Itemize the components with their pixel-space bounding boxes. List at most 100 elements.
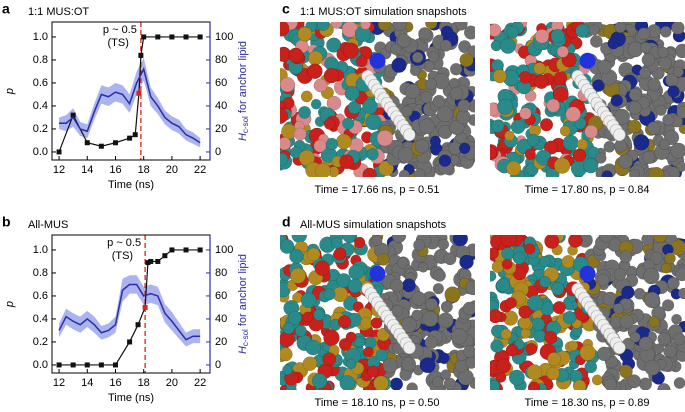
- atom: [598, 235, 614, 243]
- x-tick-label: 12: [53, 164, 65, 176]
- atom: [653, 343, 665, 355]
- atom: [627, 119, 642, 134]
- x-tick-label: 20: [166, 377, 178, 389]
- atom: [280, 152, 289, 166]
- atom: [326, 95, 342, 111]
- atom: [443, 252, 457, 266]
- marker: [127, 135, 133, 141]
- atom: [432, 376, 444, 388]
- snapshot-image: [490, 235, 685, 390]
- atom: [649, 251, 663, 265]
- marker: [112, 362, 118, 368]
- atom: [396, 33, 411, 48]
- atom: [574, 117, 587, 130]
- y2-tick-label: 40: [215, 100, 227, 112]
- atom: [459, 254, 474, 270]
- y2-tick-label: 60: [215, 290, 227, 302]
- y2-tick-label: 100: [215, 31, 233, 43]
- atom: [518, 71, 532, 84]
- atom: [338, 337, 352, 351]
- atom: [367, 365, 380, 378]
- atom: [323, 117, 336, 130]
- atom: [333, 247, 347, 261]
- atom: [490, 270, 497, 282]
- marker: [155, 34, 161, 40]
- atom: [389, 278, 404, 293]
- atom: [587, 146, 600, 159]
- chart-title: All-MUS: [28, 219, 68, 231]
- atom: [347, 100, 362, 115]
- atom: [465, 280, 475, 296]
- atom: [345, 358, 357, 370]
- x-axis-label: Time (ns): [108, 179, 154, 191]
- atom: [505, 297, 517, 309]
- atom: [501, 258, 513, 270]
- x-tick-label: 18: [138, 164, 150, 176]
- atom: [652, 235, 668, 243]
- x-tick-label: 20: [166, 164, 178, 176]
- marker: [56, 149, 62, 155]
- atom: [595, 152, 607, 164]
- atom: [406, 382, 418, 390]
- atom: [300, 292, 317, 309]
- marker: [84, 140, 90, 146]
- atom: [565, 106, 581, 122]
- atom: [534, 74, 549, 90]
- atom: [642, 150, 656, 165]
- annotation: (TS): [107, 37, 128, 49]
- atom: [339, 375, 356, 390]
- atom: [674, 43, 685, 59]
- atom: [280, 107, 289, 125]
- atom: [377, 22, 392, 32]
- atom: [553, 157, 571, 174]
- atom: [510, 119, 526, 135]
- atom: [526, 364, 543, 380]
- atom: [601, 170, 613, 177]
- y-tick-label: 0.8: [33, 54, 48, 66]
- atom: [342, 42, 360, 59]
- atom: [314, 260, 331, 276]
- atom: [305, 339, 321, 356]
- y-tick-label: 0.4: [33, 100, 48, 112]
- atom: [663, 344, 677, 359]
- y-tick-label: 0.2: [33, 336, 48, 348]
- marker: [84, 362, 90, 368]
- atom: [495, 371, 507, 383]
- snapshot-image: [280, 235, 475, 390]
- marker: [197, 247, 203, 253]
- y2-axis-label: Hc-sol for anchor lipid: [237, 41, 250, 141]
- atom: [613, 303, 625, 315]
- atom: [647, 77, 661, 92]
- atom: [436, 105, 454, 123]
- atom: [378, 160, 394, 177]
- atom: [659, 139, 671, 150]
- atom: [323, 329, 340, 346]
- atom: [628, 168, 641, 177]
- caption: Time = 18.30 ns, p = 0.89: [525, 397, 650, 409]
- atom: [561, 254, 575, 269]
- caption: Time = 18.10 ns, p = 0.50: [315, 397, 440, 409]
- atom: [282, 364, 293, 376]
- annotation: p ~ 0.5: [103, 24, 137, 36]
- atom: [648, 316, 660, 328]
- atom: [339, 154, 355, 170]
- atom: [562, 134, 579, 151]
- atom: [280, 22, 290, 37]
- atom: [667, 276, 680, 290]
- atom: [360, 316, 373, 330]
- y2-label-rest: for anchor lipid: [237, 254, 249, 329]
- atom: [437, 238, 450, 251]
- atom: [311, 373, 328, 389]
- y2-tick-label: 60: [215, 77, 227, 89]
- atom: [538, 255, 551, 268]
- atom: [596, 273, 610, 287]
- marker: [70, 112, 76, 118]
- atom: [539, 275, 551, 288]
- y2-tick-label: 20: [215, 123, 227, 135]
- atom: [392, 22, 407, 32]
- series-line: [58, 283, 201, 341]
- atom: [363, 346, 374, 358]
- atom: [419, 357, 436, 374]
- atom: [414, 168, 426, 177]
- atom: [411, 309, 423, 321]
